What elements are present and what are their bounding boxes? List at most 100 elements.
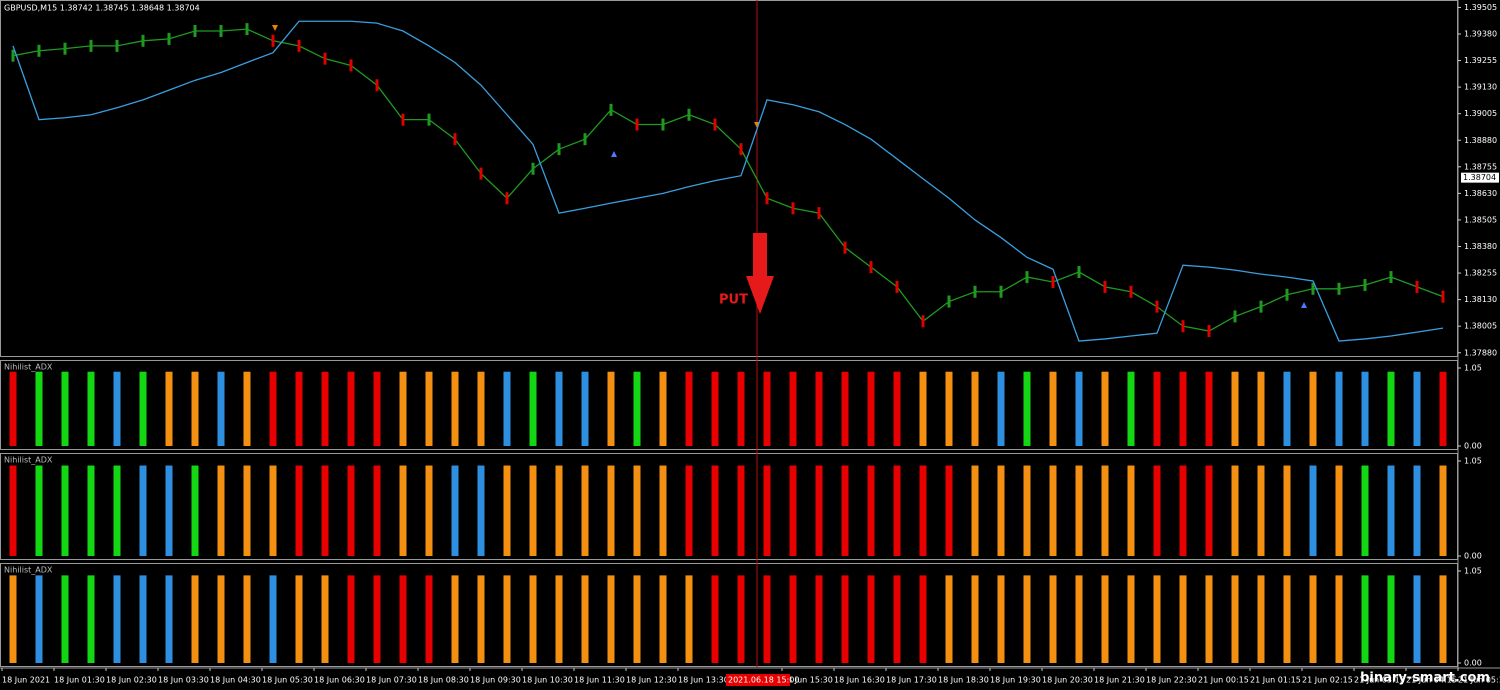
arrow-shaft [753,233,767,277]
indicator-bar [1309,465,1317,556]
indicator-bar [581,465,589,556]
indicator-bar [399,575,407,663]
x-tick-label: 18 Jun 09:30 [470,676,521,685]
x-tick-label: 18 Jun 11:30 [574,676,625,685]
close-marker [1077,266,1081,278]
indicator-bar [867,465,875,556]
indicator-bar [243,465,251,556]
signal-arrow [1301,302,1307,308]
indicator-bar [659,465,667,556]
indicator-bar [919,371,927,446]
indicator-bar [139,371,147,446]
x-tick-label: 18 Jun 03:30 [158,676,209,685]
indicator-bar [1205,371,1213,446]
close-marker [349,59,353,72]
indicator-bar [217,371,225,446]
indicator-bar [191,575,199,663]
indicator-bar [1387,575,1395,663]
x-tick-label: 18 Jun 20:30 [1042,676,1093,685]
panel-title: Nihilist_ADX [4,456,53,465]
close-marker [1441,290,1445,303]
close-marker [141,34,145,47]
crosshair-time-box [726,674,790,686]
indicator-bar [321,465,329,556]
x-tick-label: 18 Jun 2021 [2,676,50,685]
indicator-bar [945,465,953,556]
indicator-bar [607,465,615,556]
indicator-bar [737,575,745,663]
signal-arrow [611,151,617,157]
indicator-bar [347,575,355,663]
indicator-bar [581,371,589,446]
indicator-bar [399,371,407,446]
close-marker [219,25,223,38]
y-tick-label: 0.00 [1464,659,1482,668]
indicator-bar [711,371,719,446]
close-marker [1363,278,1367,291]
close-marker [1285,288,1289,301]
close-marker [1311,282,1315,295]
indicator-bar [1283,371,1291,446]
close-marker [973,285,977,298]
indicator-bar [1049,575,1057,663]
x-tick-label: 18 Jun 22:30 [1146,676,1197,685]
indicator-bar [841,575,849,663]
x-tick-label: 18 Jun 15:30 [782,676,833,685]
indicator-bar [1361,575,1369,663]
close-marker [1389,271,1393,284]
indicator-bar [347,465,355,556]
indicator-bar [659,371,667,446]
indicator-bar [165,575,173,663]
indicator-bar [555,371,563,446]
indicator-bar [477,465,485,556]
close-marker [531,162,535,175]
y-tick-label: 1.38005 [1464,322,1497,331]
indicator-bar [607,371,615,446]
x-tick-label: 21 Jun 02:15 [1302,676,1353,685]
indicator-bar [1283,465,1291,556]
indicator-bar [1127,371,1135,446]
indicator-bar [113,575,121,663]
close-marker [765,192,769,205]
indicator-bar [451,371,459,446]
indicator-bar [1231,465,1239,556]
close-marker [713,118,717,131]
indicator-bar [1075,575,1083,663]
indicator-bar [841,465,849,556]
crosshair-time: 2021.06.18 15:00 [728,676,799,685]
indicator-bar [503,371,511,446]
x-tick-label: 21 Jun 00:15 [1198,676,1249,685]
x-tick-label: 21 Jun 05:15 [1458,676,1500,685]
y-tick-label: 1.39255 [1464,56,1497,65]
close-marker [505,192,509,205]
indicator-bar [1231,575,1239,663]
indicator-bar [633,465,641,556]
indicator-bar [35,371,43,446]
indicator-bar [997,371,1005,446]
indicator-bar [1153,575,1161,663]
x-tick-label: 18 Jun 13:30 [678,676,729,685]
x-tick-label: 18 Jun 01:30 [54,676,105,685]
close-marker [271,34,275,47]
indicator-bar [1127,465,1135,556]
x-tick-label: 18 Jun 08:30 [418,676,469,685]
close-marker [1207,325,1211,338]
x-tick-label: 21 Jun 01:15 [1250,676,1301,685]
indicator-bar [425,371,433,446]
indicator-bar [1205,465,1213,556]
indicator-bar [1361,465,1369,556]
put-arrow [746,233,774,314]
close-marker [1233,310,1237,323]
indicator-bar [1387,371,1395,446]
indicator-bar [789,575,797,663]
x-tick-label: 18 Jun 02:30 [106,676,157,685]
close-marker [1051,275,1055,288]
indicator-bar [919,575,927,663]
close-marker [687,108,691,121]
indicator-bar [893,465,901,556]
indicator-bar [711,575,719,663]
indicator-bar [399,465,407,556]
indicator-bar [815,465,823,556]
